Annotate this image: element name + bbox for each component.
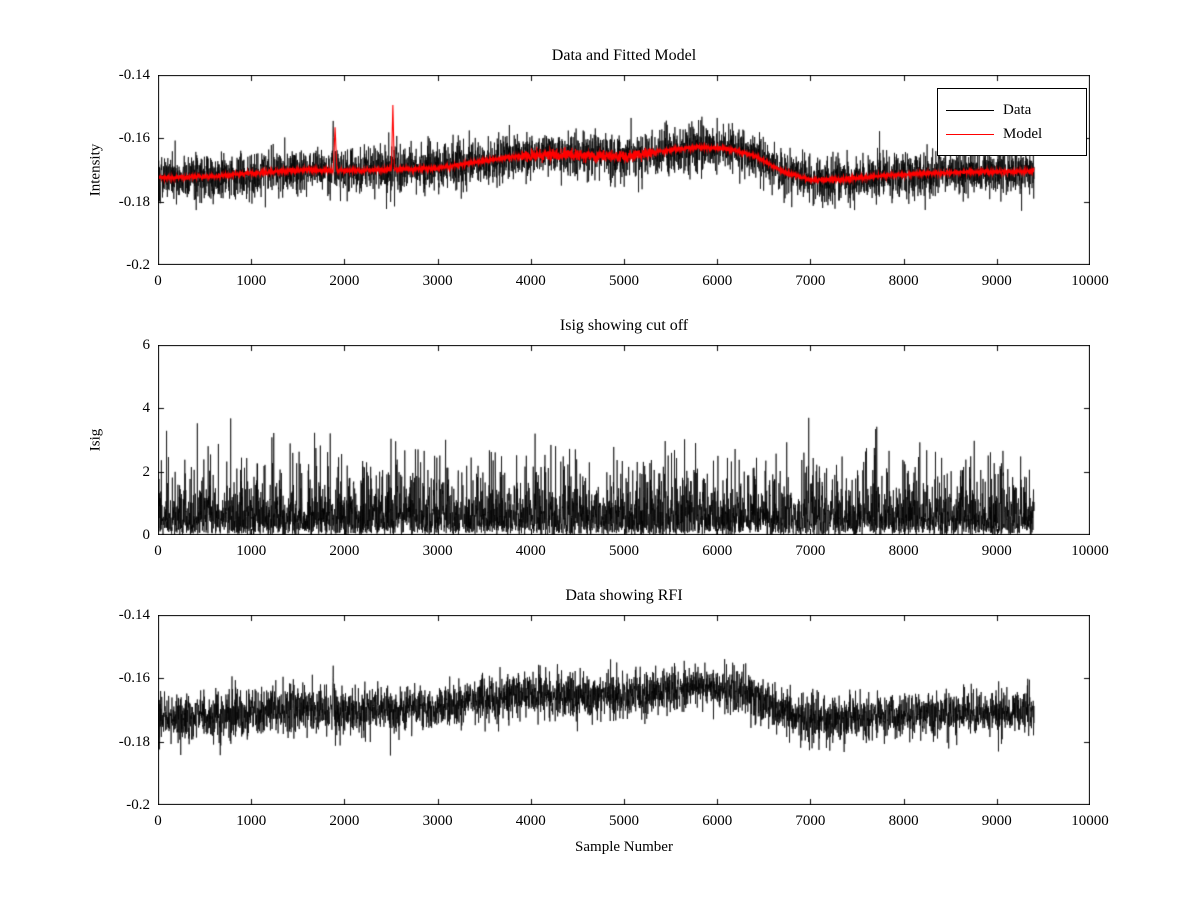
x-tick-label: 4000 — [515, 813, 546, 829]
x-tick-label: 3000 — [422, 273, 453, 289]
x-tick-label: 0 — [154, 543, 162, 559]
chart-title: Data showing RFI — [565, 587, 683, 604]
legend-entry-model: Model — [946, 122, 1078, 146]
y-tick-label: -0.2 — [126, 257, 150, 273]
x-tick-label: 7000 — [795, 543, 826, 559]
plot-canvas — [158, 345, 1090, 535]
subplot-data-and-fitted-model: Data and Fitted Model Intensity 0 1000 200… — [88, 47, 1109, 289]
y-tick-label: -0.18 — [118, 733, 150, 750]
legend-line-sample-model — [946, 133, 994, 135]
tick-labels: 0 1000 2000 3000 4000 5000 6000 7000 8000 9000 100… — [119, 607, 1109, 829]
x-tick-label: 1000 — [236, 543, 267, 559]
chart-title: Data and Fitted Model — [551, 47, 697, 64]
y-tick-label: 4 — [142, 400, 151, 417]
x-tick-label: 4000 — [515, 543, 546, 559]
y-tick-label: -0.16 — [118, 130, 150, 147]
x-tick-label: 9000 — [981, 813, 1012, 829]
x-tick-label: 6000 — [702, 543, 733, 559]
x-tick-label: 8000 — [888, 273, 919, 289]
x-tick-label: 2000 — [329, 273, 360, 289]
y-tick-label: -0.16 — [118, 670, 150, 687]
subplot-data-showing-rfi: Data showing RFI 0 1000 2000 3000 4000 5000 60… — [119, 587, 1109, 855]
x-tick-label: 0 — [154, 273, 162, 289]
y-tick-label: -0.14 — [118, 67, 150, 83]
y-tick-label: -0.14 — [118, 607, 150, 623]
x-tick-label: 9000 — [981, 543, 1012, 559]
legend-label-data: Data — [1003, 101, 1032, 118]
x-tick-label: 6000 — [702, 813, 733, 829]
x-tick-label: 8000 — [888, 813, 919, 829]
y-tick-label: 6 — [142, 337, 151, 353]
legend-label-model: Model — [1003, 125, 1043, 142]
y-tick-label: 0 — [142, 527, 151, 543]
x-tick-label: 3000 — [422, 543, 453, 559]
chart-title: Isig showing cut off — [559, 317, 689, 334]
x-tick-label: 5000 — [609, 273, 639, 289]
x-tick-label: 1000 — [236, 273, 267, 289]
y-axis-label: Intensity — [87, 143, 104, 197]
y-tick-label: 2 — [142, 463, 151, 480]
x-tick-label: 5000 — [609, 543, 639, 559]
y-axis-label: Isig — [87, 428, 104, 452]
x-tick-label: 10000 — [1071, 543, 1109, 559]
x-tick-label: 3000 — [422, 813, 453, 829]
plot-canvas — [158, 615, 1090, 805]
plot-canvas — [158, 75, 1090, 265]
x-tick-label: 7000 — [795, 813, 826, 829]
x-tick-label: 8000 — [888, 543, 919, 559]
x-tick-label: 7000 — [795, 273, 826, 289]
x-tick-label: 0 — [154, 813, 162, 829]
y-tick-label: -0.18 — [118, 193, 150, 210]
x-axis-label: Sample Number — [575, 839, 673, 855]
subplot-isig-showing-cut-off: Isig showing cut off Isig 0 1000 2000 3000 4… — [88, 317, 1109, 559]
x-tick-label: 10000 — [1071, 813, 1109, 829]
tick-labels: 0 1000 2000 3000 4000 5000 6000 7000 8000 9000 100… — [119, 67, 1109, 289]
x-tick-label: 4000 — [515, 273, 546, 289]
x-tick-label: 9000 — [981, 273, 1012, 289]
x-tick-label: 6000 — [702, 273, 733, 289]
tick-labels: 0 1000 2000 3000 4000 5000 6000 7000 8000 9000 100… — [143, 337, 1109, 559]
legend: Data Model — [937, 88, 1087, 156]
x-tick-label: 2000 — [329, 813, 360, 829]
x-tick-label: 2000 — [329, 543, 360, 559]
y-tick-label: -0.2 — [126, 797, 150, 813]
x-tick-label: 1000 — [236, 813, 267, 829]
x-tick-label: 10000 — [1071, 273, 1109, 289]
legend-entry-data: Data — [946, 98, 1078, 122]
x-tick-label: 5000 — [609, 813, 639, 829]
legend-line-sample-data — [946, 109, 994, 111]
